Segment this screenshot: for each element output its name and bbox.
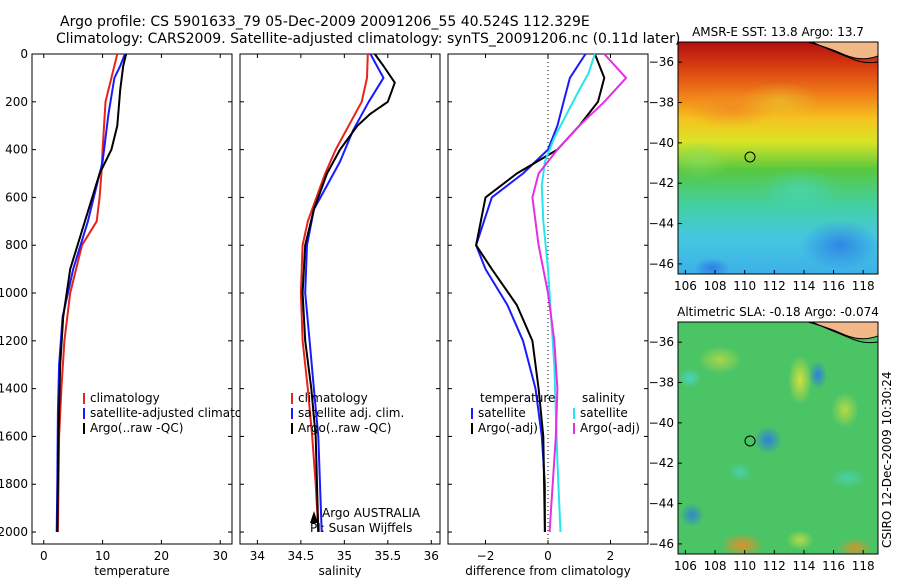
map-y-tick-label: −46	[649, 537, 674, 551]
map-x-tick-label: 106	[674, 279, 697, 293]
map-x-tick-label: 110	[733, 279, 756, 293]
x-tick-label: 30	[213, 549, 228, 563]
x-tick-label: 10	[95, 549, 110, 563]
series-line-climatology	[299, 53, 369, 533]
sst-map-panel: AMSR-E SST: 13.8 Argo: 13.7 106 108 110 112…	[649, 25, 879, 293]
sla-map-axes: 106 108 110 112 114 116 118 −36 −38 −40 −42 −44 −46	[649, 335, 875, 573]
legend-label: satellite	[478, 406, 526, 420]
x-tick-label: 0	[544, 549, 552, 563]
argo-float-marker	[310, 511, 318, 523]
sla-map-title: Altimetric SLA: -0.18 Argo: -0.074	[677, 305, 879, 319]
y-tick-label: 1600	[0, 429, 28, 443]
map-y-tick-label: −36	[649, 335, 674, 349]
y-tick-label: 600	[5, 190, 28, 204]
sla-heatmap	[678, 322, 878, 554]
series-line-sal_satellite	[540, 53, 596, 533]
sst-map-title: AMSR-E SST: 13.8 Argo: 13.7	[692, 25, 864, 39]
annotation-line: PI: Susan Wijffels	[310, 521, 412, 535]
map-y-tick-label: −44	[649, 497, 674, 511]
map-x-tick-label: 108	[704, 559, 727, 573]
legend-label: satellite	[580, 406, 628, 420]
x-tick-label: 35	[337, 549, 352, 563]
x-tick-label: 35.5	[374, 549, 401, 563]
figure-title-line2: Climatology: CARS2009. Satellite-adjuste…	[56, 31, 680, 47]
map-x-tick-label: 116	[822, 279, 845, 293]
legend-label: climatology	[298, 391, 368, 405]
y-tick-label: 1000	[0, 286, 28, 300]
map-x-tick-label: 118	[852, 559, 875, 573]
map-y-tick-label: −40	[649, 416, 674, 430]
sla-argo-location-marker	[744, 435, 756, 447]
salinity-profile-panel: 34 34.5 35 35.5 36 salinity climatologysatelli…	[239, 53, 441, 578]
map-y-tick-label: −38	[649, 96, 674, 110]
x-tick-label: 36	[424, 549, 439, 563]
y-tick-label: 1800	[0, 477, 28, 491]
series-line-argo	[301, 53, 396, 533]
series-line-sal_argo	[531, 53, 628, 533]
legend-label: Argo(..raw -QC)	[298, 421, 391, 435]
map-x-tick-label: 114	[792, 559, 815, 573]
x-tick-label: 2	[607, 549, 615, 563]
sst-heatmap	[678, 42, 878, 274]
legend-label: Argo(-adj)	[580, 421, 640, 435]
panel-frame	[239, 53, 441, 545]
map-y-tick-label: −40	[649, 136, 674, 150]
legend-label: climatology	[90, 391, 160, 405]
map-x-tick-label: 114	[792, 279, 815, 293]
temperature-profile-panel: 0 10 20 30 0 200 400 600 800 1000 1200 1400 1600 1800…	[0, 47, 260, 578]
map-y-tick-label: −38	[649, 376, 674, 390]
y-tick-label: 0	[20, 47, 28, 61]
y-tick-label: 200	[5, 95, 28, 109]
sla-map-panel: Altimetric SLA: -0.18 Argo: -0.074 106 10…	[649, 305, 879, 573]
legend-label: temperature	[480, 391, 555, 405]
map-y-tick-label: −46	[649, 257, 674, 271]
x-tick-label: 34	[250, 549, 265, 563]
legend-label: satellite-adjusted climatolog	[90, 406, 260, 420]
map-y-tick-label: −36	[649, 55, 674, 69]
y-tick-label: 400	[5, 143, 28, 157]
series-line-argo	[475, 53, 606, 533]
x-tick-label: 20	[154, 549, 169, 563]
legend-label: salinity	[582, 391, 625, 405]
legend-label: Argo(-adj)	[478, 421, 538, 435]
y-tick-label: 800	[5, 238, 28, 252]
map-x-tick-label: 118	[852, 279, 875, 293]
sst-argo-location-marker	[744, 151, 756, 163]
y-tick-label: 2000	[0, 525, 28, 539]
legend-label: satellite adj. clim.	[298, 406, 404, 420]
map-x-tick-label: 112	[763, 279, 786, 293]
series-line-argo	[56, 53, 128, 533]
y-tick-label: 1400	[0, 382, 28, 396]
map-x-tick-label: 106	[674, 559, 697, 573]
map-x-tick-label: 112	[763, 559, 786, 573]
map-x-tick-label: 108	[704, 279, 727, 293]
x-axis-label: salinity	[318, 564, 361, 578]
x-axis-label: temperature	[94, 564, 169, 578]
annotation-line: Argo AUSTRALIA	[322, 506, 421, 520]
map-x-tick-label: 110	[733, 559, 756, 573]
legend-label: Argo(..raw -QC)	[90, 421, 183, 435]
map-y-tick-label: −42	[649, 456, 674, 470]
y-tick-label: 1200	[0, 334, 28, 348]
x-axis-label: difference from climatology	[465, 564, 631, 578]
figure-title-line1: Argo profile: CS 5901633_79 05-Dec-2009 …	[60, 14, 590, 30]
panel-frame	[31, 53, 233, 545]
series-line-climatology	[56, 53, 119, 533]
map-x-tick-label: 116	[822, 559, 845, 573]
map-y-tick-label: −42	[649, 176, 674, 190]
sst-map-axes: 106 108 110 112 114 116 118 −36 −38 −40 −42 −44 −46	[649, 55, 875, 293]
x-tick-label: −2	[477, 549, 495, 563]
map-y-tick-label: −44	[649, 217, 674, 231]
x-tick-label: 0	[40, 549, 48, 563]
side-timestamp-label: CSIRO 12-Dec-2009 10:30:24	[880, 371, 894, 548]
x-tick-label: 34.5	[288, 549, 315, 563]
